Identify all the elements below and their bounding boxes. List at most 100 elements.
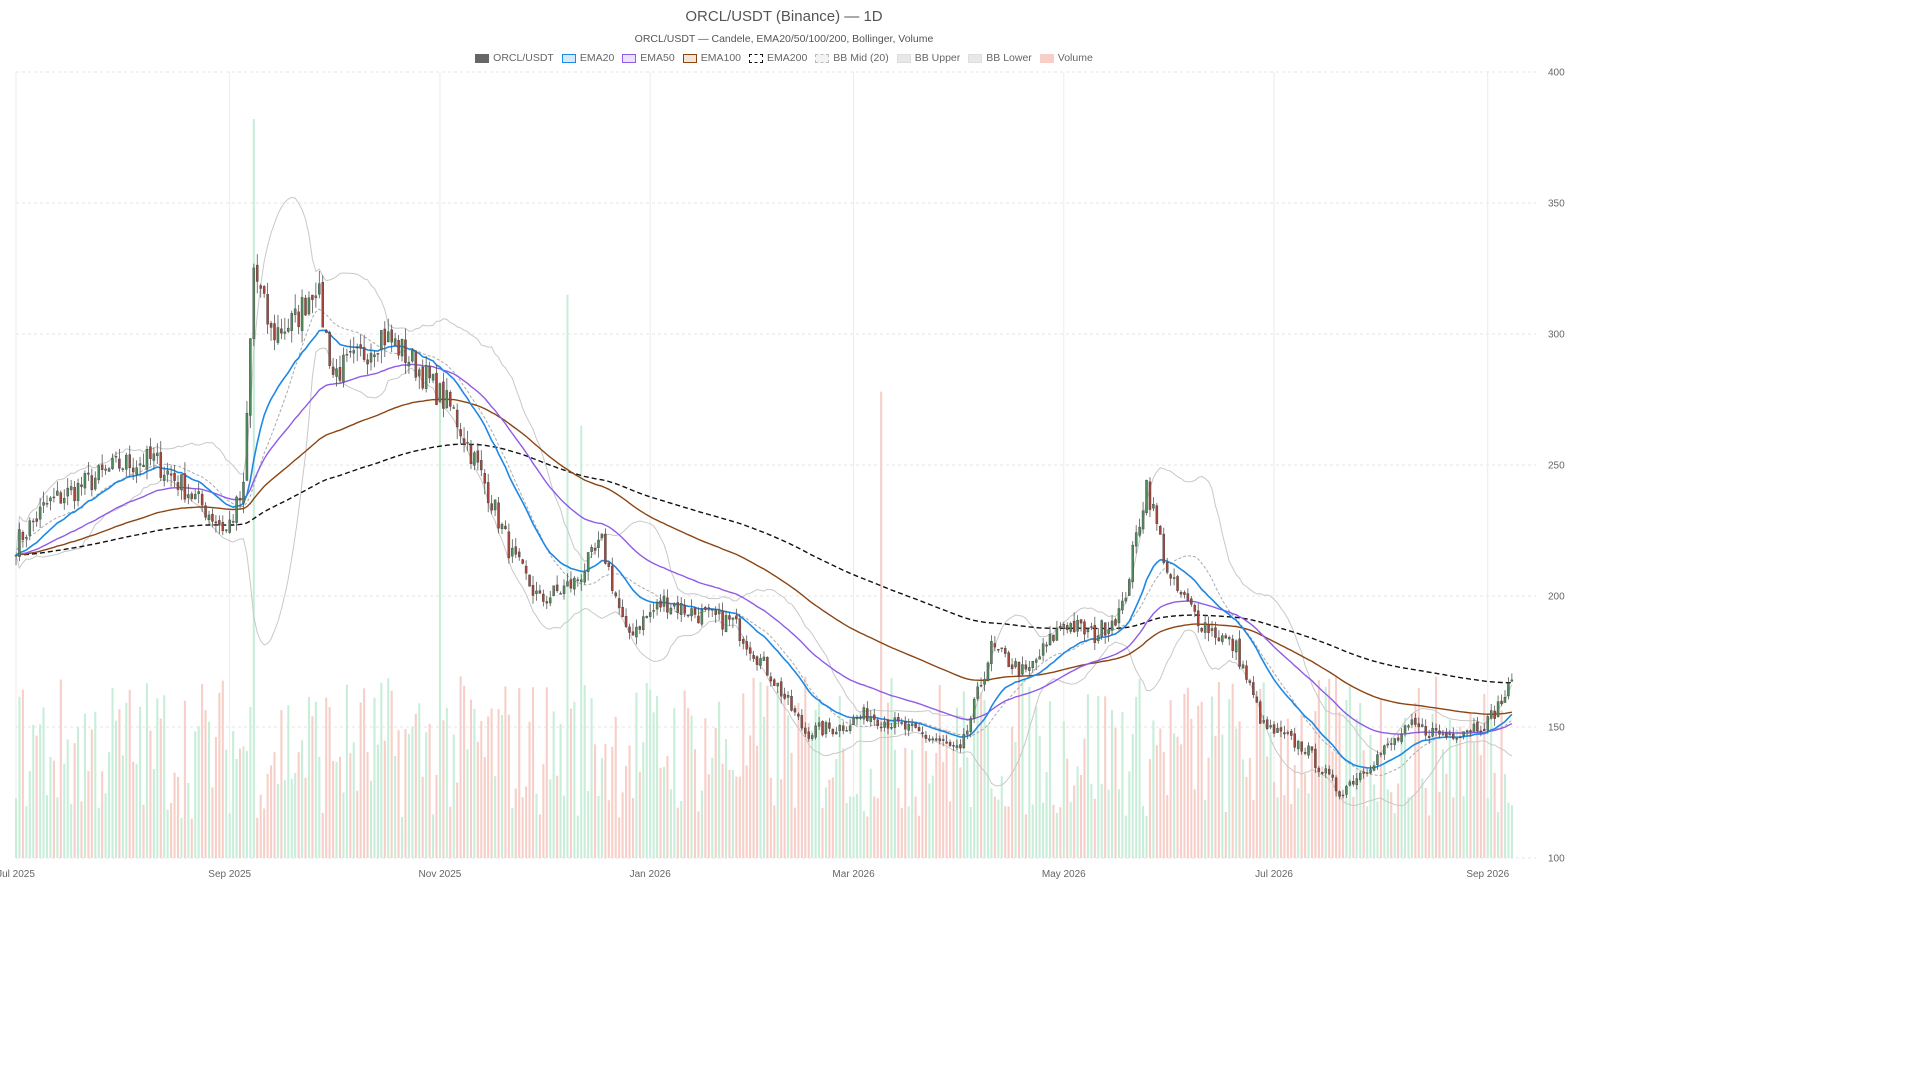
candle-body [14, 554, 18, 557]
volume-bar [90, 729, 93, 858]
candle-body [597, 539, 600, 548]
volume-bar [1083, 738, 1086, 858]
volume-bar [1493, 772, 1496, 858]
volume-bar [1286, 718, 1289, 858]
legend: ORCL/USDT EMA20 EMA50 EMA100 EMA200 BB Mid (2… [0, 52, 1568, 64]
candle-body [1193, 605, 1197, 612]
volume-bar [656, 696, 659, 858]
legend-swatch [749, 53, 764, 63]
candle-body [231, 521, 235, 523]
volume-bar [1345, 699, 1348, 858]
candle-body [273, 323, 276, 341]
legend-item-7[interactable]: BB Lower [968, 52, 1032, 64]
legend-item-2[interactable]: EMA50 [622, 52, 675, 64]
legend-item-0[interactable]: ORCL/USDT [475, 52, 554, 64]
volume-bar [618, 817, 621, 858]
candle-body [318, 283, 321, 295]
volume-bar [1393, 813, 1396, 858]
legend-item-4[interactable]: EMA200 [749, 52, 807, 64]
candle-body [290, 313, 293, 331]
candle-body [735, 615, 738, 620]
candle-body [745, 641, 748, 650]
candle-body [1352, 780, 1355, 785]
volume-bar [135, 764, 138, 858]
volume-bar [1321, 766, 1324, 858]
volume-bar [463, 685, 466, 858]
candle-body [490, 503, 493, 511]
candle-body [1458, 736, 1462, 739]
candle-body [393, 338, 397, 346]
candle-body [304, 297, 307, 316]
candle-body [1503, 697, 1507, 703]
volume-bar [876, 798, 879, 858]
y-tick-label: 350 [1548, 199, 1565, 210]
candle-body [1469, 730, 1472, 733]
legend-item-1[interactable]: EMA20 [561, 52, 614, 64]
volume-bar [1314, 711, 1317, 858]
volume-bar [673, 708, 676, 858]
candle-body [990, 640, 993, 664]
volume-bar [111, 687, 114, 858]
volume-bar [325, 697, 328, 858]
candle-body [721, 610, 724, 630]
legend-item-3[interactable]: EMA100 [682, 52, 742, 64]
volume-bar [476, 741, 479, 858]
volume-bar [1466, 728, 1469, 858]
volume-bar [611, 746, 614, 858]
legend-label: EMA100 [700, 52, 742, 64]
volume-bar [311, 716, 314, 858]
candle-body [742, 638, 745, 644]
legend-item-5[interactable]: BB Mid (20) [815, 52, 889, 64]
candle-body [1338, 791, 1341, 797]
volume-bar [25, 806, 28, 858]
volume-bar [87, 771, 90, 858]
candle-body [621, 606, 624, 617]
volume-bar [1076, 766, 1079, 858]
legend-label: BB Mid (20) [833, 52, 889, 64]
volume-bar [214, 736, 217, 858]
volume-bar [642, 742, 645, 858]
candle-body [921, 732, 924, 734]
volume-bar [66, 739, 69, 858]
candle-body [962, 733, 966, 749]
volume-bar [690, 715, 693, 858]
volume-bar [345, 684, 348, 858]
candle-body [1400, 733, 1403, 742]
volume-bar [497, 709, 500, 858]
candle-body [1179, 591, 1183, 595]
volume-bar [1197, 705, 1200, 858]
volume-bar [697, 811, 700, 858]
y-tick-label: 100 [1548, 854, 1565, 865]
candle-body [869, 716, 873, 722]
volume-bar [776, 690, 779, 858]
volume-bar [814, 709, 817, 858]
candle-body [607, 562, 611, 567]
volume-bar [807, 722, 810, 858]
volume-bar [625, 765, 628, 858]
volume-bar [94, 711, 97, 858]
volume-bar [628, 745, 631, 858]
candle-body [866, 708, 869, 721]
volume-bar [1155, 745, 1158, 858]
volume-bar [576, 815, 579, 858]
volume-bar [700, 790, 703, 858]
candle-body [128, 454, 131, 469]
candle-body [1348, 781, 1352, 786]
candle-body [1100, 620, 1103, 637]
candle-body [535, 590, 538, 594]
candle-body [938, 738, 941, 742]
volume-bar [521, 797, 524, 858]
candle-body [1165, 561, 1169, 573]
candle-body [1190, 598, 1193, 605]
candle-body [617, 598, 621, 609]
candle-body [524, 565, 528, 574]
volume-bar [221, 680, 224, 858]
volume-bar [842, 748, 845, 858]
legend-item-8[interactable]: Volume [1039, 52, 1093, 64]
candle-body [59, 492, 63, 504]
candle-body [1141, 510, 1145, 530]
legend-item-6[interactable]: BB Upper [896, 52, 960, 64]
volume-bar [52, 760, 55, 858]
candle-body [614, 592, 617, 597]
candle-body [1496, 701, 1500, 717]
